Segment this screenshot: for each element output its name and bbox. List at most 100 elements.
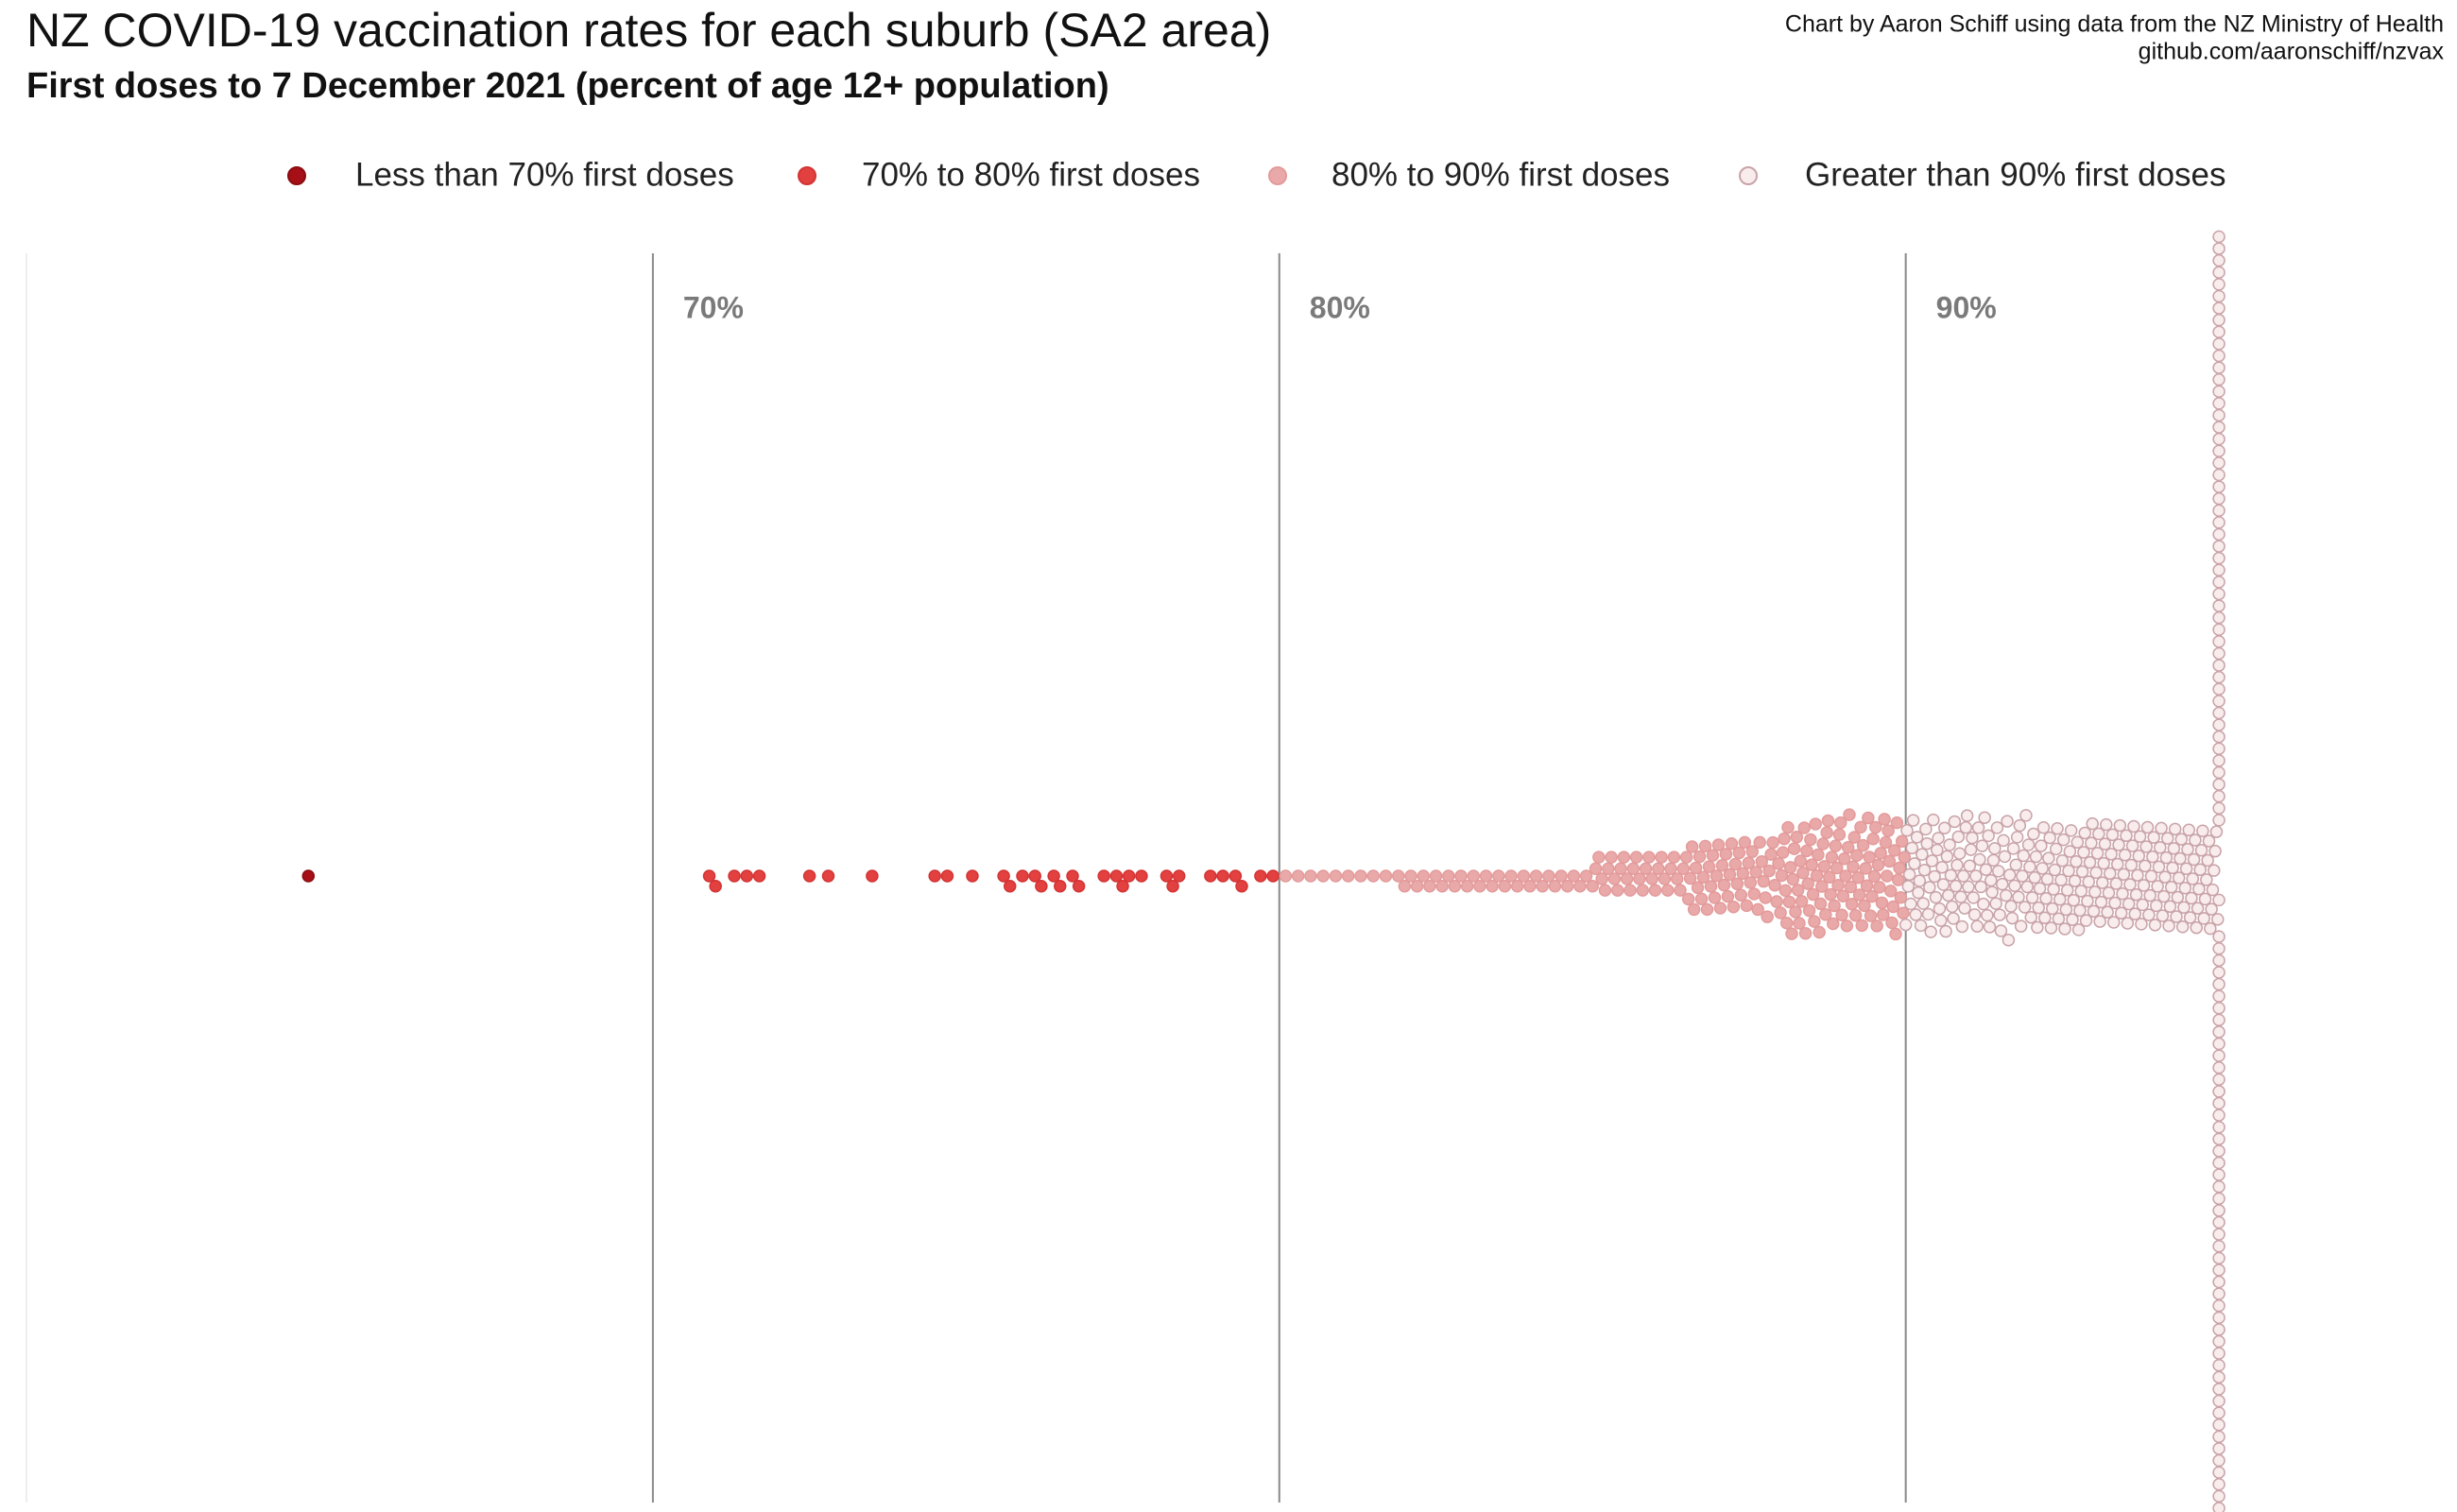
point: [2101, 905, 2114, 919]
point: [2093, 915, 2106, 928]
point: [1952, 847, 1967, 860]
point: [2212, 576, 2225, 589]
point: [821, 869, 835, 883]
point: [1802, 903, 1816, 918]
point: [1823, 870, 1836, 885]
legend-dot: [287, 166, 306, 185]
point: [1216, 869, 1229, 883]
point: [2212, 1215, 2225, 1229]
point: [1866, 833, 1880, 846]
point: [2212, 1096, 2225, 1110]
point: [2187, 852, 2201, 867]
point: [1912, 885, 1925, 900]
point: [2085, 836, 2098, 850]
point: [1655, 850, 1668, 864]
point: [1766, 835, 1779, 850]
point: [1992, 865, 2005, 878]
point: [1940, 850, 1954, 864]
point: [2006, 842, 2020, 855]
point: [2212, 1477, 2225, 1491]
point: [1492, 869, 1505, 883]
point: [2212, 1275, 2225, 1289]
point: [2198, 892, 2212, 906]
point: [2212, 635, 2225, 648]
point: [1875, 896, 1889, 910]
point: [2212, 551, 2225, 565]
point: [2196, 824, 2209, 837]
point: [1366, 869, 1380, 883]
point: [1817, 860, 1831, 873]
point: [2212, 1347, 2225, 1360]
point: [1900, 824, 1914, 837]
point: [1887, 844, 1901, 857]
point: [1989, 897, 2002, 910]
point: [2212, 1120, 2225, 1134]
point: [2151, 880, 2164, 893]
point: [2159, 850, 2174, 865]
point: [2212, 682, 2225, 696]
point: [702, 869, 716, 883]
point: [1967, 891, 1981, 904]
point: [2070, 835, 2085, 849]
point: [1821, 814, 1835, 828]
point: [2120, 829, 2133, 843]
point: [2083, 855, 2097, 869]
point: [2190, 920, 2203, 935]
point: [1949, 879, 1963, 893]
point: [1848, 908, 1863, 922]
point: [1740, 899, 1754, 913]
point: [1379, 869, 1393, 883]
point: [2193, 863, 2207, 876]
point: [1486, 879, 1499, 893]
point: [1783, 861, 1797, 874]
point: [1595, 872, 1608, 885]
point: [1981, 908, 1994, 922]
point: [1862, 811, 1875, 825]
point: [1934, 914, 1948, 927]
point: [2116, 887, 2129, 901]
point: [1636, 884, 1649, 897]
point: [1830, 861, 1844, 875]
point: [2182, 823, 2196, 837]
point: [2197, 912, 2210, 925]
point: [2212, 1418, 2225, 1432]
point: [1865, 889, 1879, 903]
point: [940, 869, 954, 883]
point: [1598, 884, 1612, 897]
point: [2172, 871, 2186, 885]
point: [1266, 869, 1280, 883]
point: [2124, 858, 2139, 872]
point: [1790, 831, 1804, 844]
point: [1770, 895, 1783, 908]
point: [2098, 837, 2112, 850]
point: [2206, 883, 2220, 897]
point: [2163, 900, 2177, 914]
point: [1454, 869, 1468, 883]
point: [2212, 253, 2225, 267]
point: [1016, 869, 1029, 883]
point: [2017, 849, 2031, 863]
point: [1947, 912, 1960, 925]
point: [2056, 833, 2070, 847]
point: [1936, 878, 1950, 891]
point: [1529, 869, 1543, 883]
point: [2077, 846, 2090, 859]
point: [1652, 862, 1665, 876]
point: [2211, 913, 2225, 926]
point: [2001, 815, 2014, 828]
point: [1923, 881, 1936, 894]
point: [1809, 817, 1822, 831]
point: [2051, 822, 2064, 835]
point: [1831, 879, 1845, 892]
point: [1845, 897, 1859, 911]
point: [1950, 858, 1964, 872]
point: [1964, 843, 1978, 856]
point: [2212, 742, 2225, 756]
point: [1715, 859, 1729, 872]
legend-dot: [798, 166, 816, 185]
point: [1855, 919, 1869, 933]
point: [1840, 919, 1854, 933]
point: [2132, 849, 2146, 863]
point: [997, 869, 1010, 883]
